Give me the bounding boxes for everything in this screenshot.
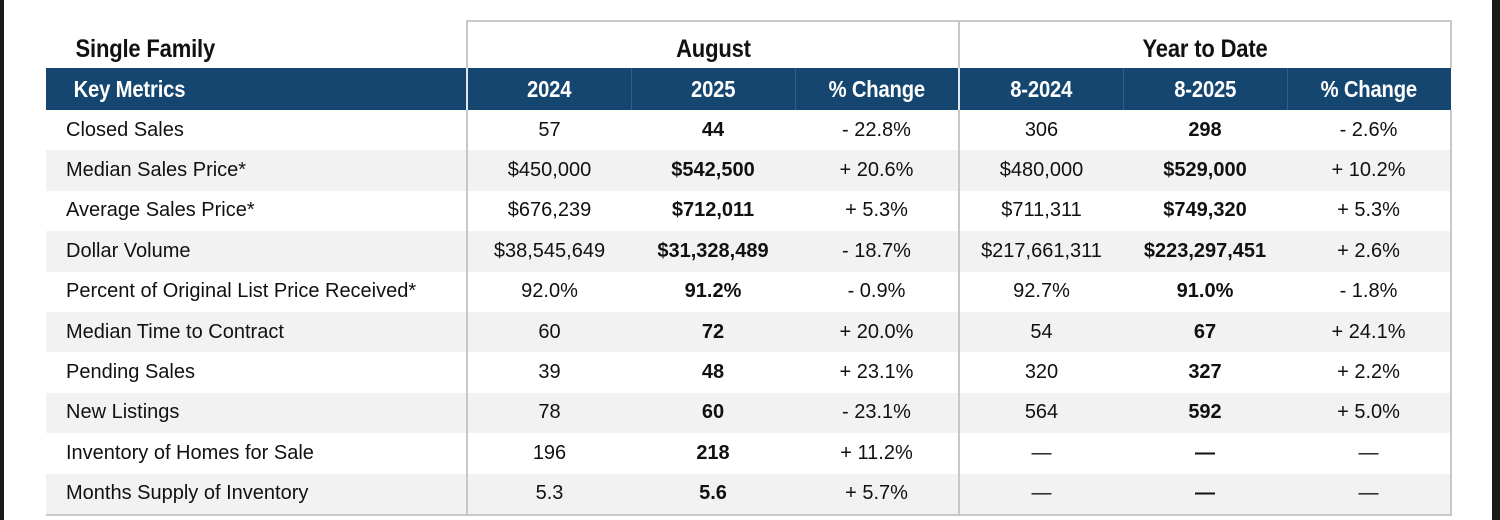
cell-aug-2025: 218: [631, 433, 795, 474]
cell-aug-2025: $31,328,489: [631, 231, 795, 272]
cell-aug-change: + 11.2%: [795, 433, 959, 474]
cell-ytd-2024: —: [958, 433, 1123, 474]
cell-aug-change: + 20.6%: [795, 150, 959, 191]
cell-ytd-2024: $217,661,311: [958, 231, 1123, 272]
cell-ytd-change: —: [1287, 473, 1453, 516]
group-header-ytd: Year to Date: [957, 20, 1453, 68]
cell-aug-2025: 5.6: [631, 473, 795, 516]
cell-ytd-change: + 2.6%: [1287, 231, 1453, 272]
row-label: Dollar Volume: [46, 231, 467, 272]
column-header-aug-2025: 2025: [630, 68, 795, 110]
cell-aug-2024: 57: [466, 110, 631, 151]
cell-aug-change: - 23.1%: [795, 392, 959, 434]
column-header-ytd-2025: 8-2025: [1122, 68, 1287, 110]
row-label: Percent of Original List Price Received*: [46, 271, 467, 312]
right-edge: [1492, 0, 1500, 520]
cell-aug-change: + 5.3%: [795, 190, 959, 232]
cell-aug-2024: 78: [466, 392, 631, 434]
cell-aug-2024: 196: [466, 433, 631, 474]
cell-ytd-2025: $749,320: [1123, 190, 1287, 232]
cell-aug-change: + 20.0%: [795, 311, 959, 353]
cell-ytd-2024: 564: [958, 392, 1123, 434]
row-label: New Listings: [46, 392, 467, 434]
table-row: Dollar Volume $38,545,649 $31,328,489- 18.…: [46, 231, 1453, 272]
cell-ytd-2024: 54: [958, 311, 1123, 353]
cell-ytd-2024: 92.7%: [958, 271, 1123, 312]
cell-aug-change: + 23.1%: [795, 352, 959, 393]
cell-aug-2024: 92.0%: [466, 271, 631, 312]
cell-aug-change: - 18.7%: [795, 231, 959, 272]
cell-aug-2024: $38,545,649: [466, 231, 631, 272]
table-row: Closed Sales 57 44- 22.8% 306 298- 2.6%: [46, 110, 1453, 151]
cell-ytd-change: + 24.1%: [1287, 311, 1453, 353]
cell-aug-change: - 0.9%: [795, 271, 959, 312]
cell-aug-2024: 39: [466, 352, 631, 393]
cell-ytd-change: —: [1287, 433, 1453, 474]
cell-ytd-2025: 67: [1123, 311, 1287, 353]
cell-aug-2025: $712,011: [631, 190, 795, 232]
cell-ytd-change: - 1.8%: [1287, 271, 1453, 312]
cell-ytd-change: - 2.6%: [1287, 110, 1453, 151]
column-header-aug-change: % Change: [794, 68, 959, 110]
cell-aug-2024: 60: [466, 311, 631, 353]
table-row: Average Sales Price* $676,239 $712,011 + 5.…: [46, 190, 1453, 232]
cell-aug-2025: 72: [631, 311, 795, 353]
row-label: Months Supply of Inventory: [46, 473, 467, 516]
cell-ytd-2024: 320: [958, 352, 1123, 393]
table-row: New Listings 78 60- 23.1% 564 592 + 5.0%: [46, 392, 1453, 434]
column-header-aug-2024: 2024: [466, 68, 631, 110]
row-label: Inventory of Homes for Sale: [46, 433, 467, 474]
table-row: Inventory of Homes for Sale 196 218 + 11.2%…: [46, 433, 1453, 474]
row-label: Median Sales Price*: [46, 150, 467, 191]
cell-aug-2024: 5.3: [466, 473, 631, 516]
cell-ytd-2025: 298: [1123, 110, 1287, 151]
cell-ytd-change: + 5.3%: [1287, 190, 1453, 232]
cell-aug-change: + 5.7%: [795, 473, 959, 516]
row-label: Median Time to Contract: [46, 311, 467, 353]
column-header-ytd-2024: 8-2024: [958, 68, 1123, 110]
table-row: Pending Sales 39 48 + 23.1% 320 327 + 2.2%: [46, 352, 1453, 393]
group-header-row: Single Family August Year to Date: [46, 20, 1453, 68]
row-label: Closed Sales: [46, 110, 467, 151]
group-header-august: August: [466, 20, 959, 68]
table-row: Median Sales Price* $450,000 $542,500 + 20.…: [46, 150, 1453, 191]
cell-ytd-2025: 91.0%: [1123, 271, 1287, 312]
column-header-row: Key Metrics 2024 2025 % Change 8-2024 8-…: [46, 68, 1452, 110]
cell-aug-2024: $450,000: [466, 150, 631, 191]
left-edge: [0, 0, 4, 520]
cell-ytd-2024: —: [958, 473, 1123, 516]
cell-ytd-2025: $223,297,451: [1123, 231, 1287, 272]
cell-aug-2025: 60: [631, 392, 795, 434]
cell-ytd-2025: 592: [1123, 392, 1287, 434]
cell-aug-change: - 22.8%: [795, 110, 959, 151]
cell-ytd-change: + 2.2%: [1287, 352, 1453, 393]
table-row: Median Time to Contract 60 72 + 20.0% 54 67 + …: [46, 311, 1453, 353]
table-row: Months Supply of Inventory 5.3 5.6 + 5.7% — —…: [46, 473, 1453, 516]
column-header-key-metrics: Key Metrics: [46, 68, 467, 110]
cell-ytd-change: + 5.0%: [1287, 392, 1453, 434]
cell-aug-2024: $676,239: [466, 190, 631, 232]
key-metrics-table: Single Family August Year to Date Key Me…: [46, 20, 1453, 516]
table-title: Single Family: [75, 35, 216, 63]
cell-ytd-2025: 327: [1123, 352, 1287, 393]
cell-aug-2025: 44: [631, 110, 795, 151]
column-header-ytd-change: % Change: [1286, 68, 1452, 110]
cell-ytd-2025: —: [1123, 433, 1287, 474]
cell-ytd-2025: —: [1123, 473, 1287, 516]
cell-ytd-change: + 10.2%: [1287, 150, 1453, 191]
cell-aug-2025: 91.2%: [631, 271, 795, 312]
row-label: Average Sales Price*: [46, 190, 467, 232]
cell-ytd-2024: $480,000: [958, 150, 1123, 191]
cell-ytd-2025: $529,000: [1123, 150, 1287, 191]
cell-ytd-2024: 306: [958, 110, 1123, 151]
table-row: Percent of Original List Price Received*…: [46, 271, 1453, 312]
cell-aug-2025: $542,500: [631, 150, 795, 191]
cell-ytd-2024: $711,311: [958, 190, 1123, 232]
row-label: Pending Sales: [46, 352, 467, 393]
cell-aug-2025: 48: [631, 352, 795, 393]
